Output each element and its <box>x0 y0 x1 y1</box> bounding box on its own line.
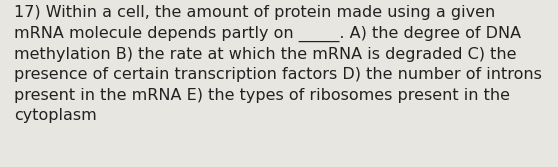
Text: 17) Within a cell, the amount of protein made using a given
mRNA molecule depend: 17) Within a cell, the amount of protein… <box>14 5 542 123</box>
